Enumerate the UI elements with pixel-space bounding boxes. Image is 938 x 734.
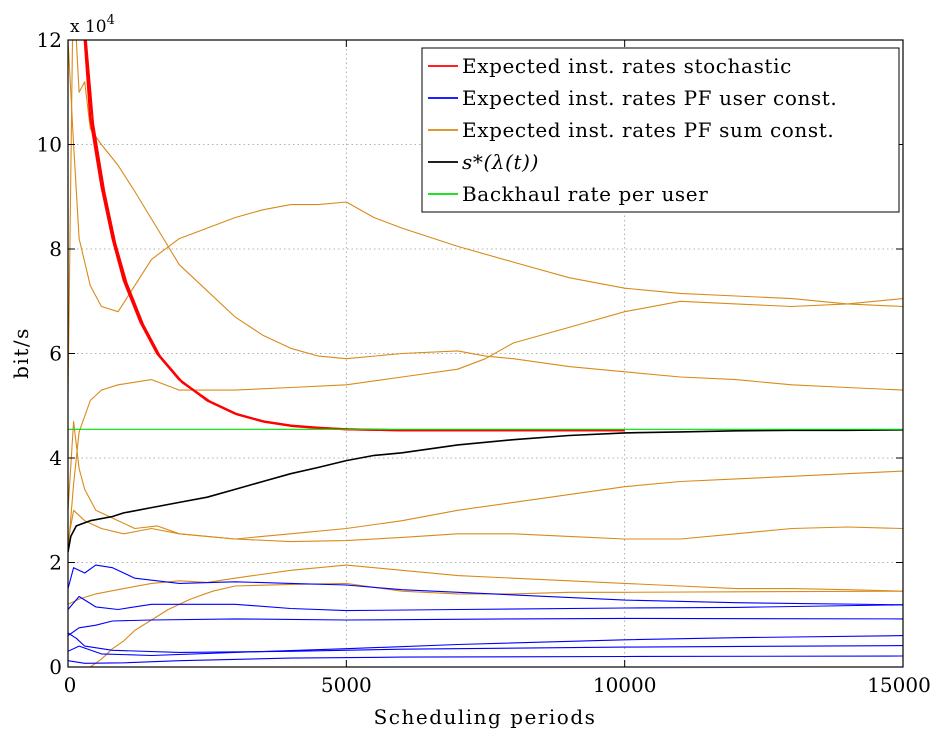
series-2-line-4 xyxy=(68,509,903,543)
y-tick-label-6: 12 xyxy=(37,28,62,52)
series-1-line-2 xyxy=(68,617,903,637)
series-1-line-4 xyxy=(68,632,903,653)
legend-label-0: Expected inst. rates stochastic xyxy=(462,54,792,78)
series-3 xyxy=(68,429,903,553)
y-tick-label-1: 2 xyxy=(49,551,62,575)
series-2-line-5 xyxy=(68,564,903,605)
legend-box xyxy=(421,47,900,213)
legend: Expected inst. rates stochastic Expected … xyxy=(421,47,900,213)
series-1-line-1 xyxy=(68,595,903,612)
series-2-line-3 xyxy=(68,420,903,540)
y-tick-label-5: 10 xyxy=(37,133,62,157)
series-1-line-5 xyxy=(68,655,903,664)
legend-label-2: Expected inst. rates PF sum const. xyxy=(462,118,834,142)
legend-label-1: Expected inst. rates PF user const. xyxy=(462,86,837,110)
x-axis-label: Scheduling periods xyxy=(374,705,597,729)
y-exponent-label: x 104 xyxy=(70,13,115,37)
y-tick-label-0: 0 xyxy=(49,655,62,679)
series-2-line-2 xyxy=(68,298,903,553)
series-2-line-0 xyxy=(68,40,903,396)
series-layer xyxy=(68,40,903,667)
legend-label-4: Backhaul rate per user xyxy=(462,182,708,206)
y-axis-label: bit/s xyxy=(9,327,33,379)
tick-labels: 0 5000 10000 15000 0 2 4 6 8 10 12 xyxy=(37,28,931,697)
x-tick-label-2: 10000 xyxy=(593,673,657,697)
y-tick-label-3: 6 xyxy=(49,342,62,366)
series-2-line-6 xyxy=(89,582,903,667)
x-tick-label-0: 0 xyxy=(64,673,77,697)
legend-label-3: s*(λ(t)) xyxy=(462,150,539,174)
x-tick-label-3: 15000 xyxy=(867,673,931,697)
y-tick-label-2: 4 xyxy=(49,446,62,470)
series-2-line-1 xyxy=(68,40,903,313)
y-exponent-multiplier: x 10 xyxy=(70,17,107,37)
y-tick-label-4: 8 xyxy=(49,237,62,261)
series-3-line-0 xyxy=(68,429,903,553)
series-1-line-0 xyxy=(68,564,903,606)
x-tick-label-1: 5000 xyxy=(321,673,372,697)
series-1-line-3 xyxy=(68,635,903,657)
axis-ticks xyxy=(67,39,904,668)
series-1 xyxy=(68,564,903,664)
series-2 xyxy=(68,40,903,667)
y-exponent-power: 4 xyxy=(107,13,115,28)
